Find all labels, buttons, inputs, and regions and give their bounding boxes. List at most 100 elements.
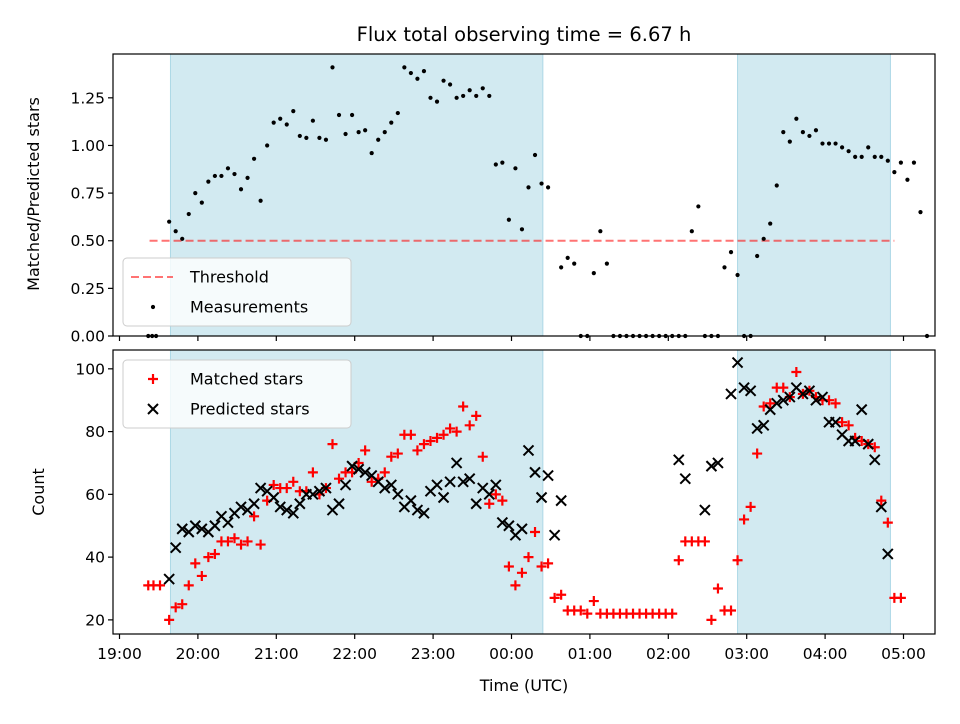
- y-tick-label: 0.75: [70, 185, 105, 203]
- measurement-point: [369, 150, 374, 156]
- predicted-point: [522, 444, 535, 457]
- predicted-point: [810, 394, 822, 406]
- measurement-point: [167, 219, 172, 224]
- matched-point: [523, 552, 534, 563]
- measurement-point: [820, 141, 825, 146]
- matched-point: [307, 467, 318, 478]
- matched-point: [190, 558, 201, 569]
- predicted-point: [209, 520, 221, 532]
- matched-point: [516, 567, 527, 578]
- bottom-y-axis-label: Count: [29, 468, 48, 516]
- predicted-point: [163, 573, 175, 585]
- predicted-point: [169, 541, 182, 554]
- predicted-point: [294, 498, 306, 510]
- measurement-point: [755, 253, 760, 259]
- measurement-point: [206, 179, 211, 184]
- measurement-point: [402, 65, 407, 70]
- x-axis-label: Time (UTC): [479, 676, 568, 695]
- predicted-point: [542, 469, 554, 482]
- matched-point: [530, 527, 541, 538]
- measurement-point: [532, 152, 538, 158]
- measurement-point: [180, 236, 185, 241]
- measurement-point: [519, 227, 525, 232]
- matched-point: [876, 495, 887, 506]
- predicted-point: [679, 472, 691, 485]
- y-tick-label: 1.25: [70, 89, 105, 107]
- predicted-point: [235, 501, 247, 513]
- measurement-point: [846, 149, 851, 154]
- measurement-point: [898, 160, 903, 165]
- measurement-point: [265, 143, 270, 148]
- matched-point: [732, 555, 743, 566]
- matched-point: [386, 451, 397, 462]
- predicted-point: [254, 482, 267, 494]
- measurement-point: [225, 166, 231, 171]
- measurement-point: [591, 271, 596, 276]
- measurement-point: [258, 198, 263, 203]
- measurement-point: [689, 229, 694, 234]
- plot-frame: [112, 349, 936, 635]
- measurement-point: [363, 128, 368, 133]
- matched-point: [549, 592, 560, 603]
- predicted-point: [379, 482, 391, 494]
- matched-point: [765, 398, 776, 409]
- measurement-point: [866, 145, 871, 150]
- matched-point: [503, 561, 514, 572]
- measurement-point: [454, 95, 459, 100]
- measurement-point: [408, 70, 413, 76]
- predicted-point: [248, 498, 260, 510]
- measurement-point: [474, 93, 479, 99]
- measurement-point: [434, 99, 440, 104]
- measurement-point: [879, 154, 884, 159]
- matched-point: [575, 605, 586, 616]
- y-tick-label: 0.25: [70, 280, 105, 298]
- predicted-point: [862, 438, 874, 450]
- predicted-point: [457, 476, 469, 488]
- matched-point: [667, 608, 678, 619]
- measurement-point: [800, 130, 805, 135]
- measurement-point: [839, 145, 845, 150]
- matched-point: [438, 429, 449, 440]
- matched-point: [255, 539, 266, 550]
- predicted-point: [450, 457, 463, 469]
- measurement-point: [885, 158, 890, 163]
- predicted-point: [529, 466, 541, 479]
- matched-point: [177, 599, 188, 610]
- legend-matched-swatch: [148, 374, 158, 384]
- y-tick-label: 1.00: [70, 137, 105, 155]
- y-tick-label: 0.50: [70, 232, 105, 250]
- predicted-point: [771, 397, 783, 410]
- matched-point: [843, 420, 854, 431]
- measurement-point: [441, 78, 446, 83]
- matched-point: [582, 608, 593, 619]
- measurement-point: [317, 135, 322, 140]
- predicted-point: [496, 516, 509, 529]
- measurement-point: [467, 88, 472, 93]
- predicted-point: [705, 460, 718, 472]
- matched-point: [490, 489, 501, 500]
- matched-point: [536, 561, 547, 572]
- measurement-point: [859, 154, 864, 159]
- predicted-point: [744, 385, 757, 397]
- measurement-point: [774, 183, 779, 188]
- measurement-point: [343, 131, 348, 137]
- predicted-point: [196, 523, 208, 535]
- predicted-point: [333, 498, 345, 510]
- measurement-point: [513, 166, 518, 171]
- measurement-point: [199, 200, 204, 205]
- predicted-point: [548, 529, 561, 541]
- matched-point: [360, 445, 371, 456]
- matched-point: [209, 548, 220, 559]
- x-tick-label: 19:00: [97, 645, 142, 663]
- measurement-point: [559, 265, 564, 270]
- measurement-point: [604, 261, 609, 266]
- y-tick-label: 100: [75, 360, 105, 378]
- matched-point: [412, 445, 423, 456]
- matched-point: [543, 558, 554, 569]
- predicted-point: [725, 388, 737, 400]
- measurement-point: [461, 93, 466, 99]
- matched-point: [712, 583, 723, 594]
- plot-frame: [112, 53, 936, 337]
- predicted-point: [803, 385, 816, 397]
- top-panel: 0.00 0.25 0.50 0.75 1.00 1.25 Threshold Measure…: [70, 53, 936, 346]
